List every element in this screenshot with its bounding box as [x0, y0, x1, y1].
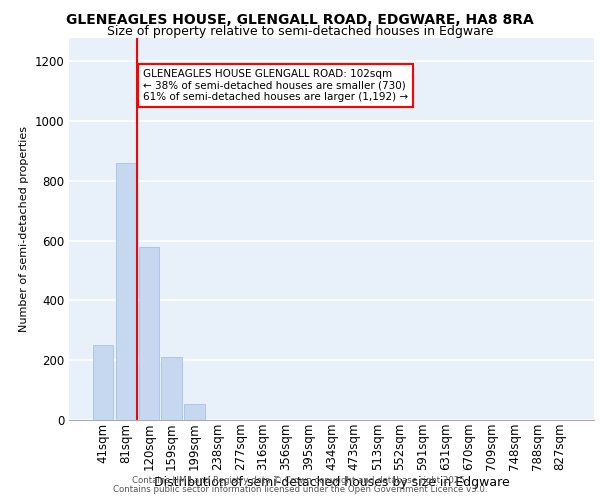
- Text: Size of property relative to semi-detached houses in Edgware: Size of property relative to semi-detach…: [107, 25, 493, 38]
- Bar: [139, 246, 159, 420]
- Bar: [116, 163, 136, 420]
- Text: GLENEAGLES HOUSE, GLENGALL ROAD, EDGWARE, HA8 8RA: GLENEAGLES HOUSE, GLENGALL ROAD, EDGWARE…: [66, 12, 534, 26]
- Text: Contains public sector information licensed under the Open Government Licence v3: Contains public sector information licen…: [113, 485, 487, 494]
- Bar: [184, 404, 205, 420]
- X-axis label: Distribution of semi-detached houses by size in Edgware: Distribution of semi-detached houses by …: [154, 476, 509, 489]
- Bar: [93, 346, 113, 420]
- Text: GLENEAGLES HOUSE GLENGALL ROAD: 102sqm
← 38% of semi-detached houses are smaller: GLENEAGLES HOUSE GLENGALL ROAD: 102sqm ←…: [143, 69, 408, 102]
- Bar: [161, 357, 182, 420]
- Text: Contains HM Land Registry data © Crown copyright and database right 2025.: Contains HM Land Registry data © Crown c…: [132, 476, 468, 485]
- Y-axis label: Number of semi-detached properties: Number of semi-detached properties: [19, 126, 29, 332]
